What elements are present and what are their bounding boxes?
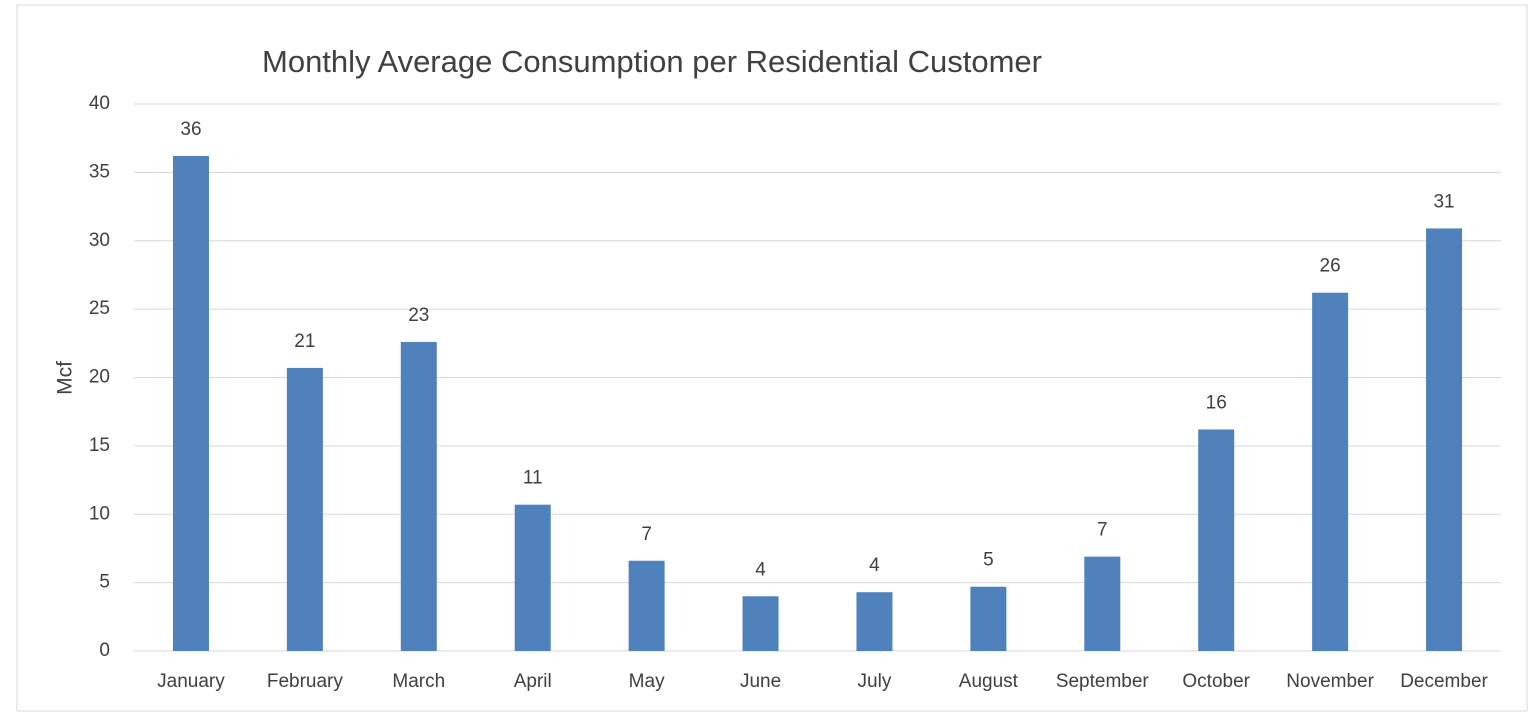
bar	[286, 367, 323, 651]
data-label: 5	[983, 550, 994, 571]
data-label: 7	[1097, 520, 1108, 541]
data-label: 31	[1433, 191, 1454, 212]
data-label: 16	[1206, 392, 1227, 413]
bar	[628, 560, 665, 651]
y-tick-label: 35	[89, 161, 110, 182]
y-tick-label: 30	[89, 230, 110, 251]
x-tick-label: February	[267, 671, 344, 692]
y-tick-label: 10	[89, 503, 110, 524]
data-label: 4	[869, 555, 880, 576]
y-tick-label: 15	[89, 435, 110, 456]
x-tick-label: August	[959, 671, 1019, 692]
chart-frame	[16, 4, 1528, 712]
x-tick-label: October	[1182, 671, 1250, 692]
data-label: 26	[1320, 256, 1341, 277]
bar	[1426, 228, 1463, 651]
x-tick-label: September	[1056, 671, 1150, 692]
data-label: 21	[294, 331, 315, 352]
x-tick-label: June	[740, 671, 781, 692]
chart-title: Monthly Average Consumption per Resident…	[262, 44, 1042, 79]
y-axis-label: Mcf	[54, 361, 77, 395]
data-label: 11	[523, 468, 543, 489]
data-label: 4	[755, 559, 766, 580]
y-tick-label: 25	[89, 298, 110, 319]
x-tick-label: March	[392, 671, 445, 692]
bar	[970, 586, 1007, 651]
x-tick-label: May	[629, 671, 665, 692]
bar	[1198, 429, 1235, 651]
x-tick-label: November	[1286, 671, 1374, 692]
x-tick-label: April	[514, 671, 552, 692]
x-tick-label: January	[157, 671, 225, 692]
data-label: 36	[180, 119, 201, 140]
x-tick-label: December	[1400, 671, 1488, 692]
bar	[514, 504, 551, 651]
bar	[856, 592, 893, 651]
bar	[172, 155, 209, 651]
bar	[400, 341, 437, 651]
y-tick-label: 0	[99, 640, 110, 661]
bar	[1084, 556, 1121, 651]
y-tick-label: 5	[99, 572, 110, 593]
data-label: 7	[641, 524, 652, 545]
bar	[1312, 292, 1349, 651]
y-tick-label: 40	[89, 93, 110, 114]
y-tick-label: 20	[89, 367, 110, 388]
bar	[742, 596, 779, 651]
x-tick-label: July	[858, 671, 892, 692]
data-label: 23	[408, 305, 429, 326]
